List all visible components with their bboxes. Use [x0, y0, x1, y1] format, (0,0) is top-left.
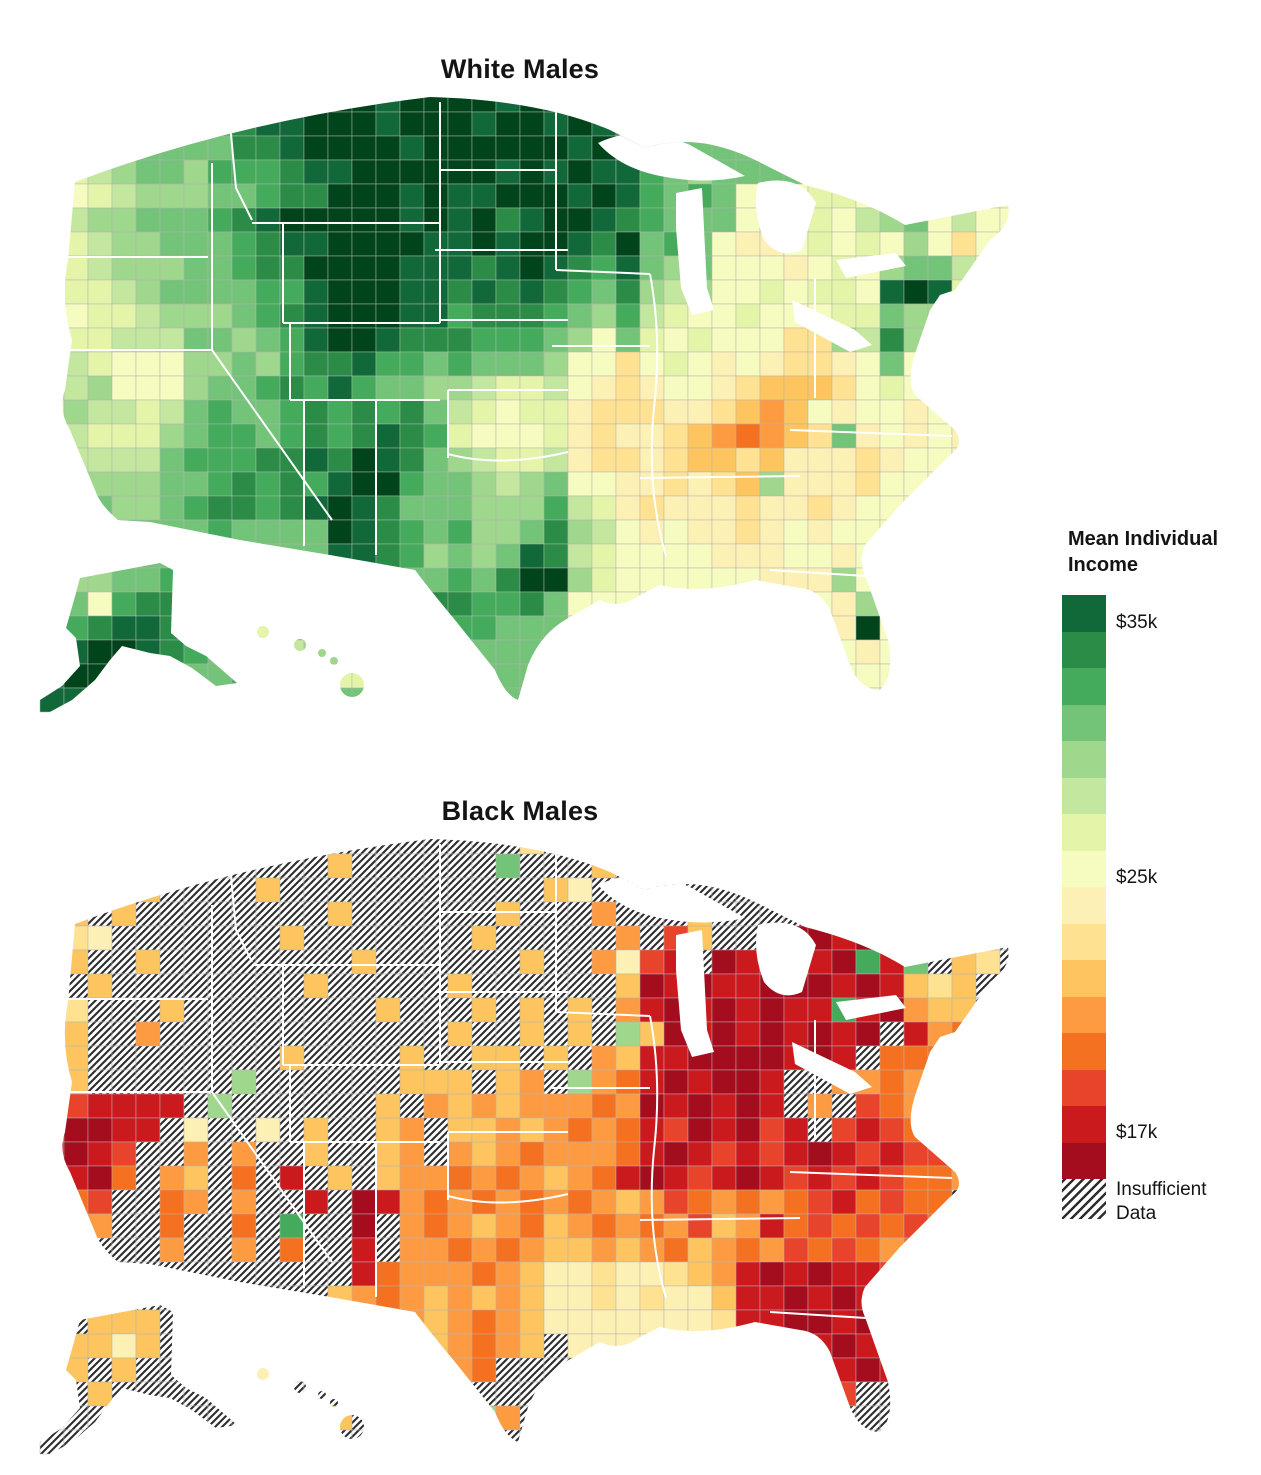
- legend-label-35k: $35k: [1116, 612, 1158, 633]
- legend-swatch: [1062, 887, 1106, 924]
- legend-swatch: [1062, 996, 1106, 1033]
- legend-swatch: [1062, 1106, 1106, 1143]
- legend-title-line1: Mean Individual: [1068, 528, 1219, 550]
- legend-swatch: [1062, 777, 1106, 814]
- legend-swatch: [1062, 668, 1106, 705]
- map-title-black-males: Black Males: [441, 796, 599, 826]
- legend-swatch: [1062, 1069, 1106, 1106]
- legend-label-17k: $17k: [1116, 1122, 1158, 1143]
- legend-swatch: [1062, 814, 1106, 851]
- insufficient-data-line2: Data: [1116, 1203, 1157, 1224]
- map-title-white-males: White Males: [440, 54, 600, 84]
- insufficient-data-line1: Insufficient: [1116, 1179, 1207, 1200]
- legend: Mean Individual Income $35k $25k $17k In…: [1062, 520, 1261, 1224]
- legend-title-line2: Income: [1068, 554, 1139, 576]
- legend-color-bar: [1062, 595, 1106, 1179]
- legend-swatch: [1062, 741, 1106, 778]
- legend-swatch: [1062, 1142, 1106, 1179]
- legend-swatch: [1062, 595, 1106, 632]
- legend-swatch: [1062, 960, 1106, 997]
- legend-swatch: [1062, 631, 1106, 668]
- white-males-map: [39, 97, 1009, 713]
- legend-swatch: [1062, 1033, 1106, 1070]
- insufficient-data-label: Insufficient Data: [1116, 1178, 1206, 1226]
- legend-label-25k: $25k: [1116, 867, 1158, 888]
- legend-swatch: [1062, 923, 1106, 960]
- black-males-map: [39, 839, 1009, 1455]
- legend-title: Mean Individual Income: [1068, 526, 1218, 578]
- legend-swatch: [1062, 704, 1106, 741]
- legend-swatch: [1062, 850, 1106, 887]
- insufficient-data-swatch: [1062, 1179, 1106, 1219]
